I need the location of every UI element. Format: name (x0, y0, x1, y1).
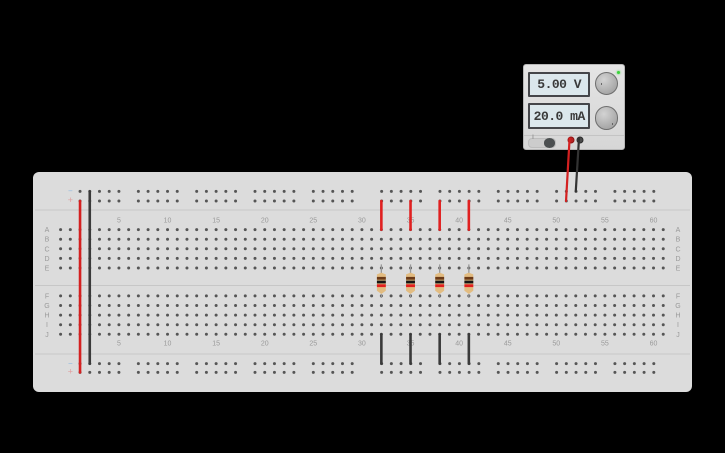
svg-text:I: I (677, 322, 679, 329)
svg-text:F: F (45, 293, 49, 300)
svg-text:30: 30 (358, 340, 366, 347)
svg-text:E: E (45, 266, 50, 273)
svg-text:10: 10 (164, 218, 172, 225)
svg-text:30: 30 (358, 218, 366, 225)
svg-text:15: 15 (212, 340, 220, 347)
svg-text:25: 25 (309, 218, 317, 225)
svg-text:G: G (675, 303, 680, 310)
svg-text:C: C (675, 246, 680, 253)
svg-text:F: F (676, 293, 680, 300)
svg-text:C: C (44, 246, 49, 253)
svg-text:55: 55 (601, 218, 609, 225)
svg-text:5: 5 (117, 218, 121, 225)
svg-text:I: I (46, 322, 48, 329)
svg-text:D: D (675, 256, 680, 263)
svg-text:G: G (44, 303, 49, 310)
svg-text:H: H (44, 313, 49, 320)
svg-text:60: 60 (650, 218, 658, 225)
svg-text:A: A (45, 227, 50, 234)
svg-text:10: 10 (164, 340, 172, 347)
svg-text:A: A (676, 227, 681, 234)
svg-text:D: D (44, 256, 49, 263)
svg-text:40: 40 (455, 340, 463, 347)
svg-text:H: H (675, 313, 680, 320)
svg-text:B: B (45, 237, 50, 244)
svg-text:20: 20 (261, 218, 269, 225)
svg-text:40: 40 (455, 218, 463, 225)
svg-text:50: 50 (552, 218, 560, 225)
svg-text:50: 50 (552, 340, 560, 347)
svg-text:55: 55 (601, 340, 609, 347)
svg-text:45: 45 (504, 340, 512, 347)
svg-text:5: 5 (117, 340, 121, 347)
svg-text:20: 20 (261, 340, 269, 347)
svg-text:J: J (45, 332, 49, 339)
svg-text:+: + (68, 195, 73, 205)
svg-text:E: E (676, 266, 681, 273)
svg-text:15: 15 (212, 218, 220, 225)
svg-text:J: J (676, 332, 680, 339)
svg-text:B: B (676, 237, 681, 244)
svg-text:60: 60 (650, 340, 658, 347)
svg-text:+: + (68, 367, 73, 377)
svg-text:45: 45 (504, 218, 512, 225)
svg-text:25: 25 (309, 340, 317, 347)
